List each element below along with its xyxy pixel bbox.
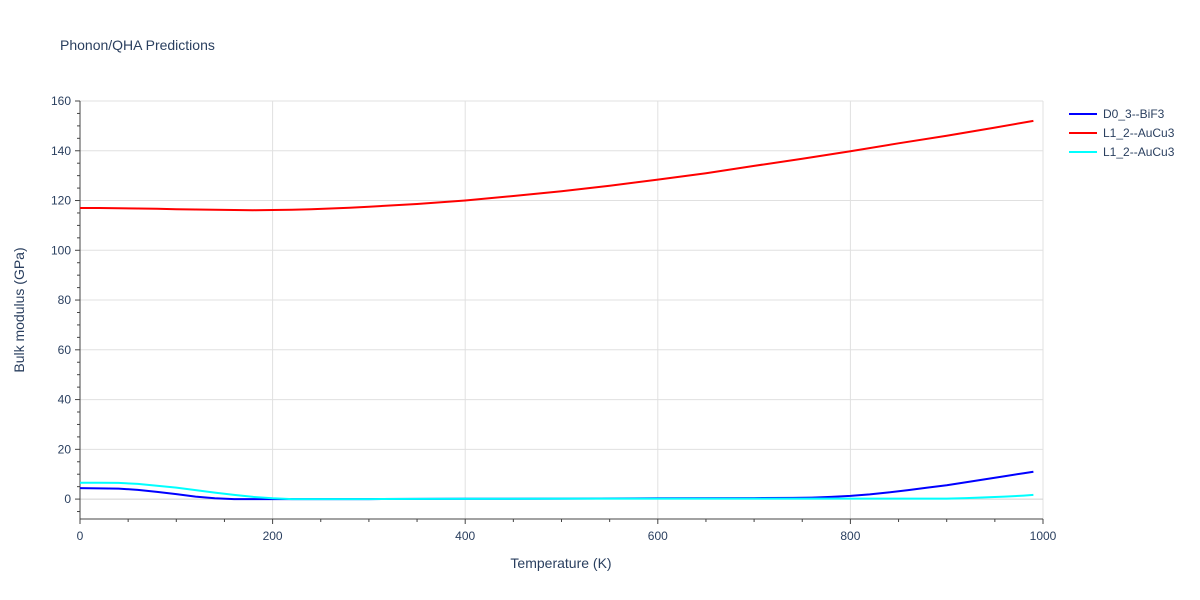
series-line-1 [79, 470, 1034, 501]
x-tick-label: 0 [77, 529, 84, 543]
legend-label-3[interactable]: L1_2--AuCu3 [1103, 145, 1175, 159]
y-tick-label: 100 [51, 243, 71, 257]
series-line-2 [80, 119, 1034, 212]
x-axis-title: Temperature (K) [510, 555, 611, 571]
chart-title: Phonon/QHA Predictions [60, 37, 215, 53]
y-tick-label: 80 [58, 293, 72, 307]
y-tick-label: 120 [51, 194, 71, 208]
x-tick-label: 400 [455, 529, 475, 543]
x-tick-label: 800 [840, 529, 860, 543]
y-tick-label: 160 [51, 94, 71, 108]
axes [75, 100, 1044, 524]
series-line-3 [80, 481, 1034, 501]
y-tick-labels: 0 20 40 60 80 100 120 140 160 [51, 94, 71, 506]
x-tick-labels: 0 200 400 600 800 1000 [77, 529, 1057, 543]
series-lines [79, 119, 1034, 501]
y-tick-label: 0 [64, 492, 71, 506]
y-axis-title: Bulk modulus (GPa) [11, 247, 27, 372]
legend-label-2[interactable]: L1_2--AuCu3 [1103, 126, 1175, 140]
grid [80, 100, 1044, 519]
y-tick-label: 60 [58, 343, 72, 357]
x-tick-label: 200 [263, 529, 283, 543]
legend-label-1[interactable]: D0_3--BiF3 [1103, 107, 1165, 121]
legend[interactable]: D0_3--BiF3 L1_2--AuCu3 L1_2--AuCu3 [1069, 107, 1175, 159]
y-tick-label: 20 [58, 442, 72, 456]
x-tick-label: 600 [648, 529, 668, 543]
y-tick-label: 140 [51, 144, 71, 158]
x-tick-label: 1000 [1030, 529, 1057, 543]
y-tick-label: 40 [58, 393, 72, 407]
